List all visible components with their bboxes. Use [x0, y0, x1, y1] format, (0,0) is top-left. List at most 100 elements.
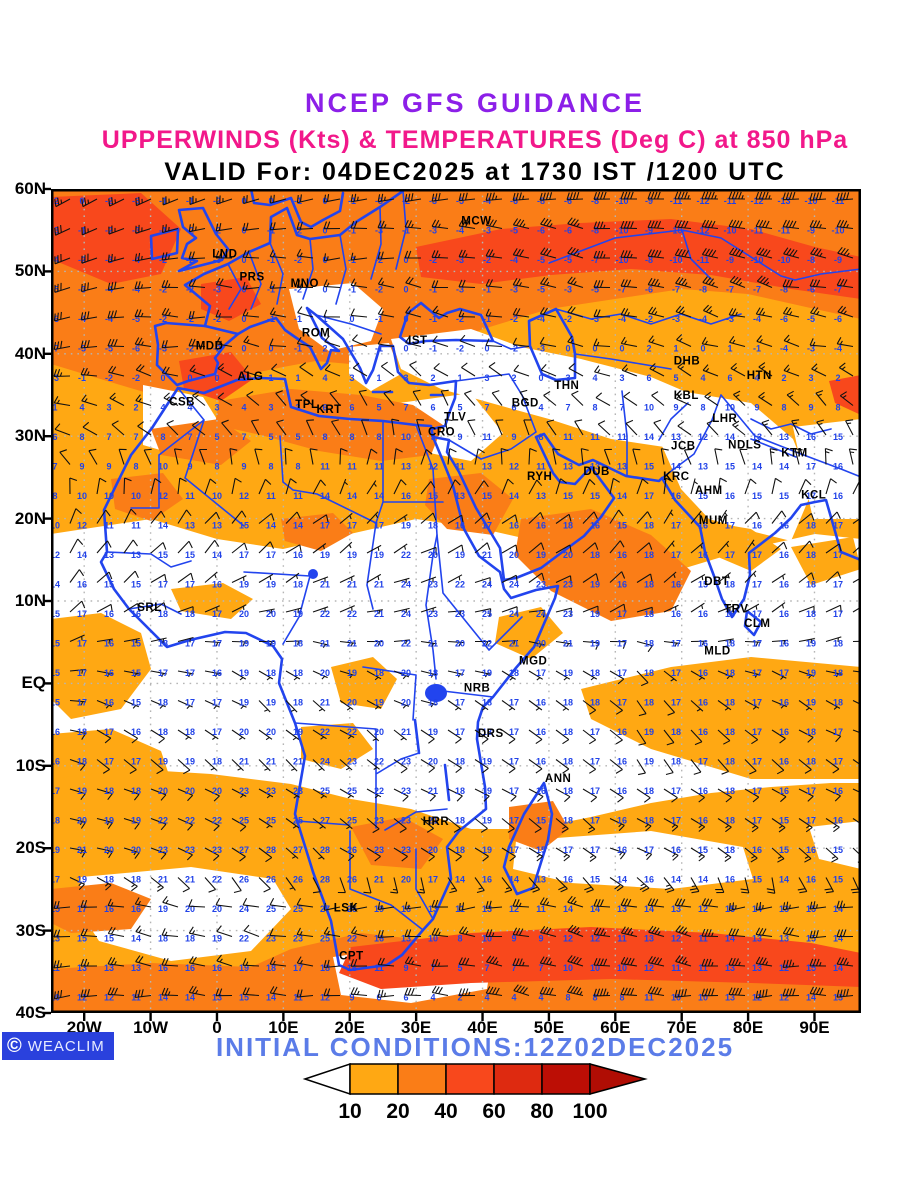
wind-barb: [501, 574, 518, 583]
temp-value: 20: [158, 786, 168, 796]
temp-value: 16: [779, 609, 789, 619]
temp-value: -4: [78, 314, 86, 324]
temp-value: 11: [617, 934, 627, 944]
temp-value: 25: [320, 786, 330, 796]
wind-barb: [323, 221, 341, 230]
wind-barb: [744, 570, 757, 583]
wind-barb: [512, 307, 530, 318]
temp-value: 18: [455, 786, 465, 796]
wind-barb: [312, 514, 329, 524]
temp-value: 14: [779, 875, 789, 885]
wind-barb: [512, 218, 530, 230]
wind-barb: [177, 699, 193, 709]
temp-value: 10: [644, 403, 654, 413]
temp-value: 17: [806, 462, 816, 472]
wind-barb: [323, 279, 341, 289]
temp-value: 19: [536, 550, 546, 560]
temp-value: 4: [538, 403, 543, 413]
wind-barb: [609, 640, 627, 649]
wind-barb: [284, 447, 293, 465]
temp-value: 17: [617, 609, 627, 619]
station-label: DRS: [478, 728, 504, 740]
wind-barb: [625, 419, 638, 436]
temp-value: 11: [536, 462, 546, 472]
temp-value: 20: [455, 639, 465, 649]
station-label: CPT: [339, 950, 364, 962]
wind-barb: [675, 955, 692, 967]
wind-barb: [485, 278, 503, 289]
temp-value: -3: [51, 373, 59, 383]
temp-value: 13: [779, 432, 789, 442]
wind-barb: [501, 514, 518, 524]
wind-barb: [816, 419, 827, 436]
wind-barb: [111, 420, 125, 436]
temp-value: -10: [669, 226, 682, 236]
colorbar-right-arrow: [589, 1063, 648, 1095]
temp-value: 16: [779, 786, 789, 796]
temp-value: 7: [106, 432, 111, 442]
wind-barb: [798, 729, 814, 743]
wind-barb: [80, 282, 98, 293]
wind-barb: [405, 336, 422, 348]
wind-barb: [215, 897, 233, 908]
wind-barb: [555, 513, 572, 524]
wind-barb: [500, 447, 509, 465]
temp-value: 7: [241, 432, 246, 442]
temp-value: 15: [51, 609, 60, 619]
temp-value: 24: [536, 609, 546, 619]
temp-value: 4: [322, 373, 327, 383]
temp-value: -9: [645, 226, 653, 236]
temp-value: 14: [509, 875, 519, 885]
wind-barb: [81, 394, 98, 407]
wind-barb: [786, 390, 800, 406]
wind-barb: [432, 305, 449, 318]
wind-barb: [350, 308, 368, 318]
temp-value: 11: [698, 934, 708, 944]
temp-value: 13: [131, 550, 141, 560]
temp-value: 3: [619, 373, 624, 383]
wind-barb: [798, 847, 812, 863]
wind-barb: [297, 306, 314, 318]
wind-barb: [269, 986, 287, 997]
temp-value: -1: [348, 226, 356, 236]
wind-barb: [420, 788, 436, 802]
wind-barb: [651, 391, 665, 406]
temp-value: 17: [428, 875, 438, 885]
wind-barb: [567, 246, 584, 259]
temp-value: 11: [374, 462, 384, 472]
wind-barb: [539, 307, 557, 318]
wind-barb: [676, 393, 692, 407]
wind-barb: [447, 818, 461, 833]
wind-barb: [323, 959, 341, 969]
temp-value: -10: [615, 255, 628, 265]
temp-value: 18: [482, 727, 492, 737]
station-label: DHB: [674, 355, 700, 367]
wind-barb: [331, 419, 341, 436]
lon-axis-label: 50E: [533, 1018, 565, 1037]
temp-value: 18: [293, 698, 303, 708]
wind-barb: [383, 390, 395, 406]
temp-value: 20: [185, 786, 195, 796]
wind-barb: [420, 640, 437, 648]
temp-value: 16: [185, 963, 195, 973]
wind-barb: [366, 448, 378, 465]
wind-barb: [798, 540, 814, 554]
wind-barb: [825, 700, 841, 710]
wind-barb: [198, 448, 207, 465]
temp-value: 14: [671, 875, 681, 885]
wind-barb: [405, 276, 422, 289]
wind-barb: [366, 670, 382, 681]
wind-barb: [755, 902, 773, 911]
temp-value: 8: [79, 432, 84, 442]
temp-value: 16: [617, 550, 627, 560]
temp-value: 12: [671, 934, 681, 944]
wind-barb: [649, 363, 665, 377]
wind-barb: [447, 877, 458, 894]
wind-barb: [323, 988, 341, 997]
temp-value: 4: [187, 403, 192, 413]
temp-value: 24: [401, 580, 411, 590]
temp-value: 19: [239, 963, 249, 973]
wind-barb: [539, 956, 557, 967]
wind-barb: [258, 608, 275, 614]
wind-barb: [135, 224, 152, 234]
